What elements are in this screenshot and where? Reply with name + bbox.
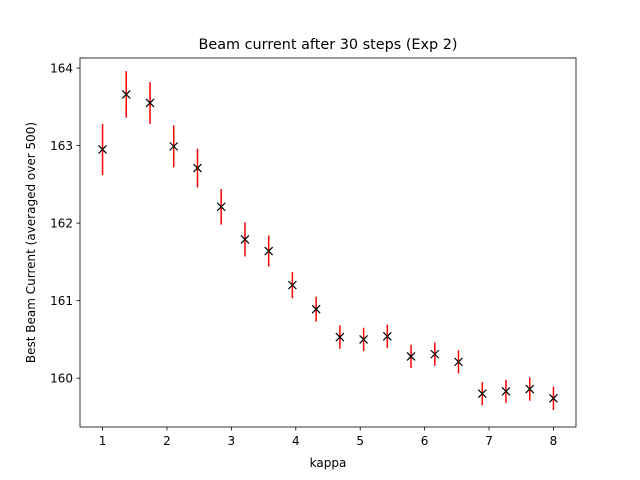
chart-title: Beam current after 30 steps (Exp 2) bbox=[198, 37, 457, 53]
data-point-marker bbox=[193, 163, 202, 173]
data-point-marker bbox=[501, 386, 511, 396]
x-tick-label: 6 bbox=[421, 434, 429, 448]
data-point-marker bbox=[477, 389, 487, 399]
data-point-marker bbox=[240, 234, 250, 244]
y-axis: 160 161 162 163 164 bbox=[50, 61, 80, 385]
x-tick-label: 5 bbox=[356, 434, 364, 448]
y-tick-label: 163 bbox=[50, 139, 73, 153]
data-point-marker bbox=[98, 145, 107, 154]
data-point-marker bbox=[406, 352, 416, 361]
x-tick-label: 1 bbox=[99, 434, 107, 448]
data-point-marker bbox=[382, 331, 392, 341]
x-tick-label: 8 bbox=[550, 434, 558, 448]
x-axis: 1 2 3 4 5 6 7 8 bbox=[99, 427, 558, 448]
x-tick-label: 3 bbox=[228, 434, 236, 448]
y-tick-label: 162 bbox=[50, 216, 73, 230]
data-point-marker bbox=[169, 141, 179, 151]
y-tick-label: 161 bbox=[50, 294, 73, 308]
y-tick-label: 160 bbox=[50, 371, 73, 385]
data-point-marker bbox=[121, 90, 131, 99]
data-point-marker bbox=[145, 98, 155, 108]
data-point-marker bbox=[216, 202, 226, 212]
data-point-marker bbox=[454, 357, 463, 367]
data-point-marker bbox=[287, 280, 297, 290]
data-point-marker bbox=[359, 334, 369, 344]
data-point-marker bbox=[264, 246, 274, 256]
x-axis-label: kappa bbox=[310, 456, 347, 470]
x-tick-label: 4 bbox=[292, 434, 300, 448]
data-point-marker bbox=[311, 304, 321, 314]
data-point-marker bbox=[525, 384, 535, 394]
axes-frame bbox=[79, 57, 577, 428]
y-axis-label: Best Beam Current (averaged over 500) bbox=[24, 122, 38, 363]
y-tick-label: 164 bbox=[50, 61, 73, 75]
data-point-marker bbox=[549, 393, 558, 403]
data-point-marker bbox=[335, 332, 345, 342]
data-point-marker bbox=[430, 349, 440, 359]
x-tick-label: 7 bbox=[485, 434, 493, 448]
x-tick-label: 2 bbox=[163, 434, 171, 448]
plot-area bbox=[98, 71, 558, 410]
